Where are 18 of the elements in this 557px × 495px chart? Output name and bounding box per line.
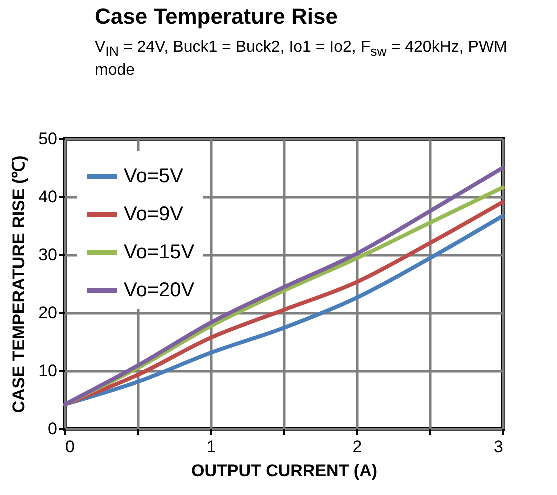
y-tick-label: 50: [38, 130, 58, 148]
y-tick-label: 40: [38, 188, 58, 206]
legend-label: Vo=5V: [124, 166, 184, 188]
legend-label: Vo=20V: [124, 280, 196, 302]
x-tick-label: 1: [206, 438, 216, 456]
y-tick-label: 10: [38, 362, 58, 380]
text: V$_{IN}$ = 24V, Buck1 = Buck2, Io1 = Io2, F$_{sw}$ = 420kHz, PWM mode: [95, 39, 508, 80]
legend-label: Vo=9V: [124, 204, 184, 226]
chart-title: Case Temperature Rise: [95, 4, 338, 30]
x-tick-label: 3: [494, 438, 504, 456]
x-tick-label: 2: [352, 438, 362, 456]
legend-label: Vo=15V: [124, 242, 196, 264]
y-axis-title: CASE TEMPERATURE RISE (℃): [10, 156, 29, 414]
y-tick-label: 20: [38, 304, 58, 322]
x-tick-label: 0: [66, 438, 75, 456]
x-axis-title: OUTPUT CURRENT (A): [191, 462, 378, 480]
y-tick-label: 30: [38, 246, 58, 264]
y-tick-label: 0: [48, 420, 58, 438]
